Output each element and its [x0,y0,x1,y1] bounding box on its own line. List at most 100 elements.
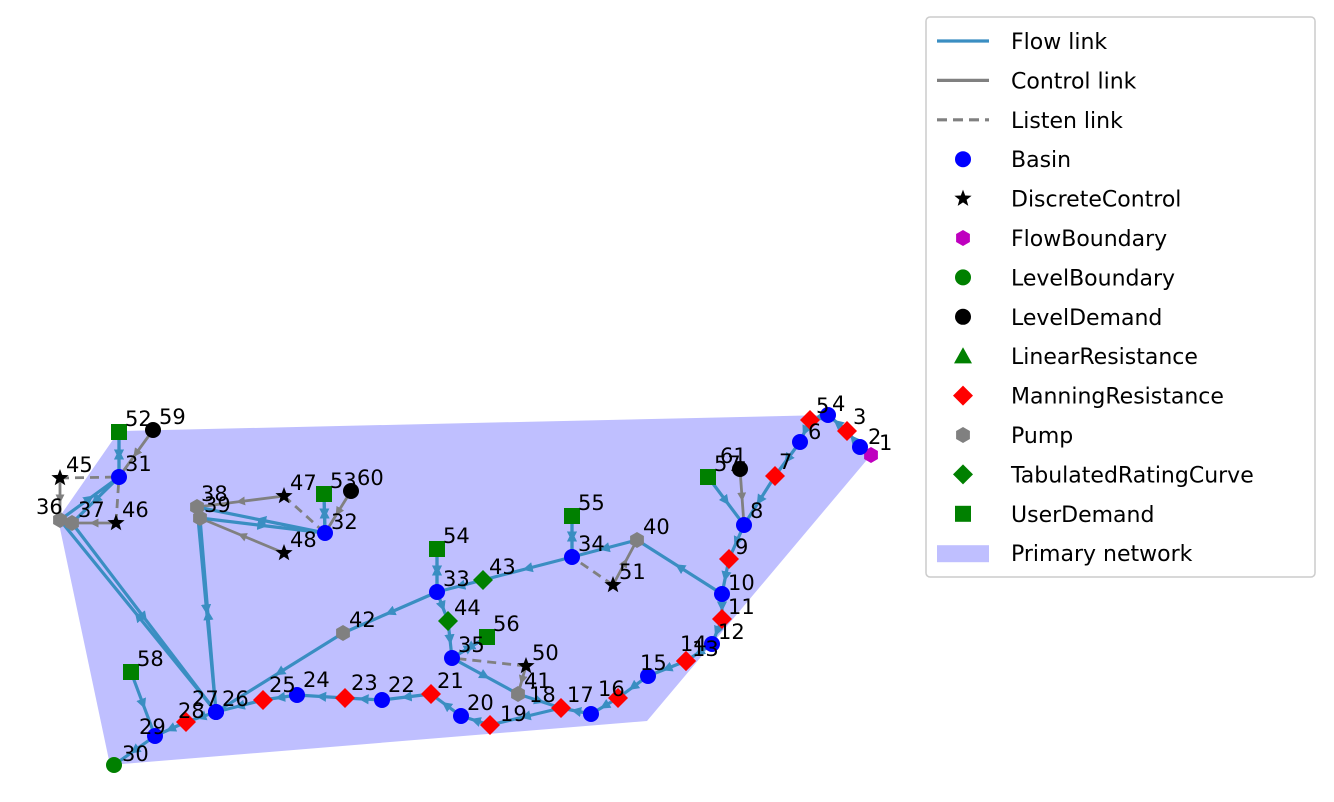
node-label-33: 33 [443,567,470,591]
control-link-59-31 [117,429,155,478]
node-label-39: 39 [204,493,231,517]
node-55-user-demand [564,508,580,524]
legend-entry-user-demand: UserDemand [955,503,1154,528]
node-51-discrete-control [604,576,622,593]
flow-link-34-43 [482,555,573,582]
node-label-34: 34 [578,532,605,556]
flow-link-10-40 [636,538,723,596]
legend-marker-linear-resistance [954,347,972,364]
label-layer: 1234567891011121314151617181920212223242… [36,392,892,766]
listen-link-51-34 [571,555,614,587]
node-label-10: 10 [728,571,755,595]
node-32-basin [317,525,333,541]
node-45-discrete-control [51,469,69,486]
node-39-pump [193,510,207,526]
node-label-52: 52 [125,407,152,431]
node-24-basin [289,687,305,703]
legend-marker-tabulated-rating-curve [953,464,973,485]
flow-link-37-27 [70,522,218,713]
legend-label: Basin [1011,148,1071,173]
node-29-basin [147,728,163,744]
node-label-48: 48 [290,528,317,552]
node-37-pump [65,515,79,531]
node-23-manning-resistance [335,688,355,708]
node-20-basin [453,708,469,724]
node-label-59: 59 [159,405,186,429]
node-3-manning-resistance [837,421,857,441]
legend-marker-level-boundary [955,269,971,286]
legend-entry-discrete-control: DiscreteControl [954,188,1181,213]
node-label-22: 22 [388,673,415,697]
control-link-47-38 [196,494,285,509]
legend-entry-tabulated-rating-curve: TabulatedRatingCurve [953,463,1254,488]
node-43-tabulated-rating-curve [473,570,493,590]
node-label-12: 12 [718,620,745,644]
flow-link-38-27 [195,506,218,713]
node-48-discrete-control [275,544,293,561]
flow-link-32-38 [196,505,326,535]
legend-marker-flow-boundary [956,230,970,246]
node-label-1: 1 [879,431,892,455]
legend-entry-linear-resistance: LinearResistance [954,345,1198,370]
flow-link-29-30 [113,734,156,767]
node-28-manning-resistance [176,712,196,732]
node-46-discrete-control [107,514,125,531]
node-label-27: 27 [192,687,219,711]
node-label-8: 8 [750,499,763,523]
primary-network-area [58,415,871,765]
node-label-25: 25 [269,673,296,697]
node-label-47: 47 [290,471,317,495]
flow-link-36-31 [59,475,120,522]
flow-link-42-26 [215,631,344,714]
node-label-58: 58 [137,647,164,671]
flow-link-33-42 [342,590,438,635]
node-36-pump [53,512,67,528]
node-label-14: 14 [680,632,707,656]
legend-entry-level-demand: LevelDemand [955,306,1162,331]
legend-label: DiscreteControl [1011,188,1181,213]
legend-label: Primary network [1011,542,1193,567]
node-label-55: 55 [578,491,605,515]
legend: Flow link Control link Listen link Basin Dis… [925,16,1316,578]
node-label-20: 20 [467,691,494,715]
node-56-user-demand [479,629,495,645]
control-link-48-39 [199,516,285,555]
node-1-flow-boundary [864,447,878,463]
node-57-user-demand [700,469,716,485]
node-34-basin [564,549,580,565]
listen-link-50-35 [451,656,527,668]
node-label-28: 28 [178,699,205,723]
control-link-60-32 [323,490,353,534]
node-label-4: 4 [832,392,845,416]
node-label-30: 30 [122,742,149,766]
node-47-discrete-control [275,487,293,504]
node-label-53: 53 [330,469,357,493]
node-15-basin [640,668,656,684]
node-label-51: 51 [619,560,646,584]
node-label-36: 36 [36,495,63,519]
control-link-51-40 [611,539,639,586]
node-9-manning-resistance [719,549,739,569]
node-label-21: 21 [437,669,464,693]
node-label-54: 54 [443,524,470,548]
legend-entry-manning-resistance: ManningResistance [953,385,1224,410]
node-label-44: 44 [454,596,481,620]
node-label-35: 35 [458,633,485,657]
flow-link-40-34 [571,538,638,559]
legend-label: FlowBoundary [1011,227,1167,252]
node-label-5: 5 [816,394,829,418]
node-label-9: 9 [735,535,748,559]
legend-label: Control link [1011,69,1137,94]
node-50-discrete-control [517,657,535,674]
legend-marker-basin [955,151,971,168]
node-label-23: 23 [351,671,378,695]
node-label-60: 60 [357,466,384,490]
node-label-38: 38 [201,482,228,506]
node-4-basin [820,407,836,423]
legend-marker-pump [956,427,970,443]
node-label-17: 17 [567,683,594,707]
node-30-level-boundary [106,757,122,773]
node-54-user-demand [429,541,445,557]
node-25-manning-resistance [253,690,273,710]
flow-link-7-8 [742,475,777,526]
